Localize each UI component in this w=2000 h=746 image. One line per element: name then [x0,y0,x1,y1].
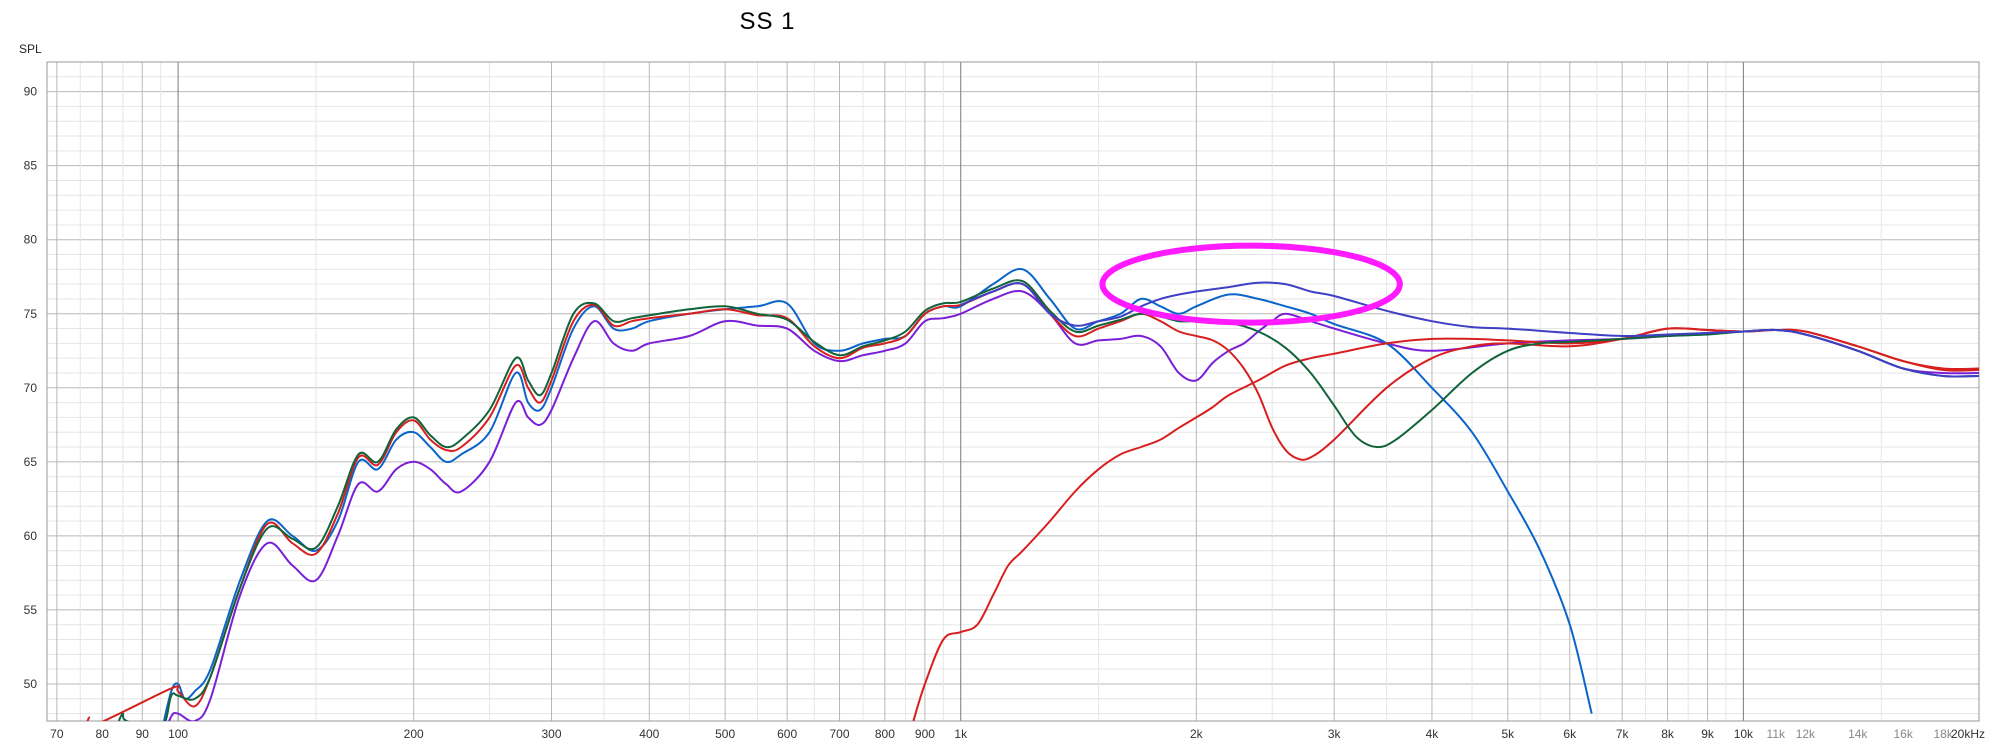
x-tick-label: 16k [1893,727,1913,741]
y-tick-label: 50 [24,677,38,691]
x-tick-label: 80 [96,727,110,741]
x-tick-label: 300 [541,727,561,741]
x-tick-label: 6k [1563,727,1577,741]
x-tick-label: 70 [50,727,64,741]
series-line-6 [960,281,1979,378]
x-tick-label: 500 [715,727,735,741]
y-axis-label: SPL [19,42,42,56]
y-tick-label: 90 [24,85,38,99]
axis-layer: 50 55 60 65 70 75 80 85 90 70 80 90 100 200 300 400 500 6… [24,85,1985,741]
y-tick-label: 85 [24,159,38,173]
y-tick-label: 60 [24,529,38,543]
x-tick-label: 14k [1848,727,1868,741]
x-tick-label: 700 [829,727,849,741]
x-tick-label: 10k [1734,727,1754,741]
y-tick-label: 55 [24,603,38,617]
x-tick-label: 18k [1934,727,1954,741]
chart-title: SS 1 [739,8,796,35]
series-layer [86,268,1979,721]
x-tick-label: 5k [1501,727,1515,741]
y-tick-label: 65 [24,455,38,469]
x-tick-label: 90 [136,727,150,741]
x-tick-label: 200 [404,727,424,741]
grid-lines [46,61,1980,722]
plot-frame [46,61,1980,722]
y-tick-label: 70 [24,381,38,395]
x-tick-label: 7k [1616,727,1630,741]
x-tick-label: 20kHz [1951,727,1985,741]
x-tick-label: 12k [1796,727,1816,741]
x-tick-label: 400 [639,727,659,741]
x-tick-label: 11k [1767,727,1786,741]
x-tick-label: 800 [875,727,895,741]
series-line-5 [117,279,1979,721]
x-tick-label: 2k [1190,727,1204,741]
highlight-ellipse [1099,242,1403,326]
y-tick-label: 75 [24,307,38,321]
x-tick-label: 600 [777,727,797,741]
x-tick-label: 3k [1328,727,1342,741]
x-tick-label: 9k [1701,727,1715,741]
series-line-4 [912,327,1979,721]
x-tick-label: 8k [1661,727,1675,741]
series-line-3 [86,282,1979,721]
series-line-1 [168,289,1979,721]
x-tick-label: 1k [954,727,968,741]
y-tick-label: 80 [24,233,38,247]
x-tick-label: 100 [168,727,188,741]
series-line-2 [162,268,1593,721]
annotation-layer [1099,242,1403,326]
x-tick-label: 900 [915,727,935,741]
x-tick-label: 4k [1426,727,1440,741]
